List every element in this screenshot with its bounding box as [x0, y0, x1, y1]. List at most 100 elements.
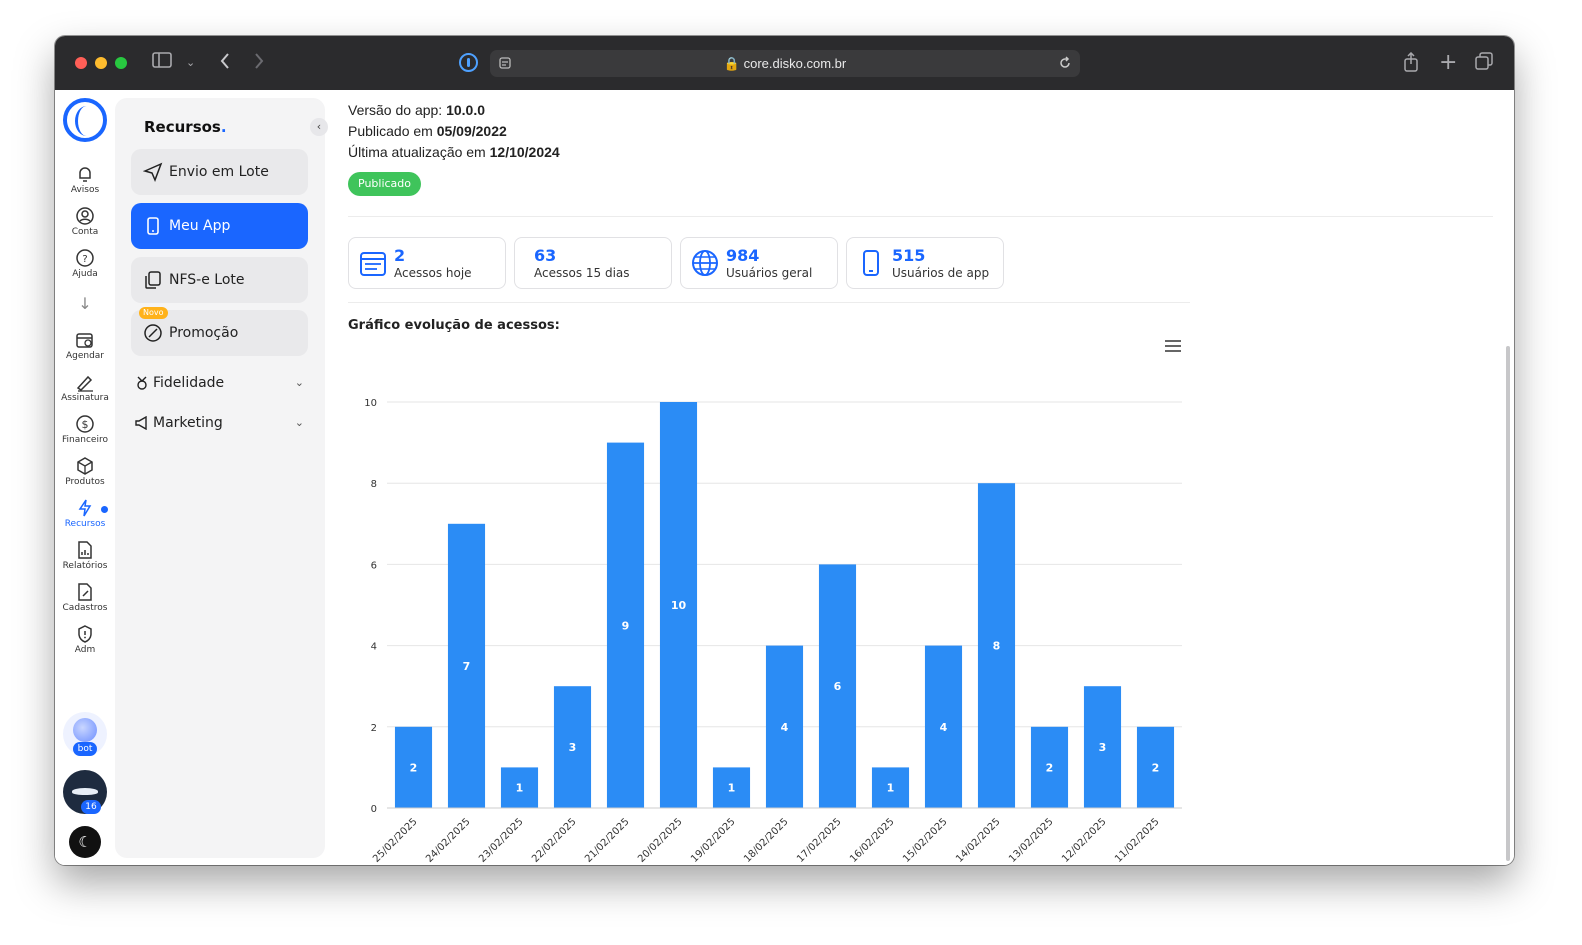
rail-item-conta[interactable]: Conta — [55, 206, 115, 237]
rail-item-cadastros[interactable]: Cadastros — [55, 582, 115, 613]
logo[interactable] — [63, 98, 107, 142]
lock-icon: 🔒 — [723, 56, 740, 71]
menu-item-meu-app[interactable]: Meu App — [131, 203, 308, 249]
rail-item-relatorios[interactable]: Relatórios — [55, 540, 115, 571]
dark-mode-toggle[interactable]: ☾ — [69, 826, 101, 858]
bar — [977, 483, 1016, 808]
rail-item-assinatura[interactable]: Assinatura — [55, 372, 115, 403]
y-tick-label: 10 — [364, 398, 377, 409]
avatar[interactable]: 16 — [63, 770, 107, 814]
published-date: Publicado em 05/09/2022 — [348, 123, 507, 139]
x-tick-label: 21/02/2025 — [583, 816, 632, 865]
bar — [712, 767, 751, 808]
active-indicator-dot — [101, 506, 108, 513]
stat-card-usuarios-de-app: 515 Usuários de app — [846, 237, 1004, 289]
divider — [348, 302, 1190, 303]
bar-data-label: 3 — [569, 741, 577, 754]
chart-menu-icon[interactable] — [1165, 340, 1181, 352]
megaphone-icon — [135, 416, 147, 430]
rail-item-produtos[interactable]: Produtos — [55, 456, 115, 487]
novo-badge: Novo — [139, 307, 168, 319]
bell-icon — [79, 167, 91, 182]
x-tick-label: 18/02/2025 — [742, 816, 791, 865]
svg-text:$: $ — [82, 418, 89, 431]
status-badge: Publicado — [348, 172, 422, 196]
bar-data-label: 6 — [834, 680, 842, 693]
menu-item-promocao[interactable]: Novo Promoção — [131, 307, 308, 356]
moon-icon: ☾ — [78, 833, 92, 851]
rail-item-agendar[interactable]: Agendar — [55, 330, 115, 361]
y-tick-label: 2 — [371, 723, 377, 734]
maximize-window-button[interactable] — [115, 57, 127, 69]
bar — [606, 442, 645, 808]
tag-icon — [144, 324, 162, 342]
x-tick-label: 11/02/2025 — [1113, 816, 1162, 865]
vertical-scrollbar[interactable] — [1506, 346, 1510, 861]
calendar-clock-icon — [76, 333, 93, 348]
rail-item-avisos[interactable]: Avisos — [55, 164, 115, 195]
phone-icon — [863, 250, 879, 276]
chevron-left-icon: ‹ — [316, 120, 322, 133]
browser-window: ⌄ 🔒 core.disko.com.br + — [55, 36, 1514, 865]
browser-titlebar: ⌄ 🔒 core.disko.com.br + — [55, 36, 1514, 90]
svg-text:?: ? — [82, 254, 87, 265]
rail-item-adm[interactable]: Adm — [55, 624, 115, 655]
menu-item-envio-em-lote[interactable]: Envio em Lote — [131, 149, 308, 195]
bar — [447, 523, 486, 808]
back-icon[interactable] — [219, 52, 231, 76]
close-window-button[interactable] — [75, 57, 87, 69]
bar-data-label: 8 — [993, 640, 1001, 653]
menu-group-marketing[interactable]: Marketing ⌄ — [135, 411, 310, 435]
bar-data-label: 10 — [671, 599, 687, 612]
bar-data-label: 4 — [781, 721, 789, 734]
box-icon — [77, 457, 93, 475]
page-settings-icon[interactable] — [498, 56, 512, 70]
rail-item-financeiro[interactable]: $ Financeiro — [55, 414, 115, 445]
chart-title: Gráfico evolução de acessos: — [348, 318, 560, 333]
menu-item-nfse-lote[interactable]: NFS-e Lote — [131, 257, 308, 303]
menu-group-fidelidade[interactable]: Fidelidade ⌄ — [135, 371, 310, 395]
medal-icon — [137, 376, 147, 390]
bar — [924, 645, 963, 808]
bar-data-label: 4 — [940, 721, 948, 734]
tabs-overview-icon[interactable] — [1475, 52, 1493, 76]
bar — [500, 767, 539, 808]
chevron-down-icon: ⌄ — [294, 376, 304, 389]
x-tick-label: 20/02/2025 — [636, 816, 685, 865]
arrow-down-icon[interactable]: ↓ — [78, 294, 92, 313]
bot-label: bot — [73, 742, 97, 756]
share-icon[interactable] — [1403, 51, 1419, 78]
bar-data-label: 1 — [728, 782, 736, 795]
report-icon — [78, 541, 92, 559]
chevron-down-icon: ⌄ — [294, 416, 304, 429]
forward-icon[interactable] — [253, 52, 265, 76]
y-tick-label: 8 — [371, 479, 377, 490]
bar — [659, 402, 698, 808]
collapse-menu-button[interactable]: ‹ — [310, 118, 328, 136]
x-tick-label: 15/02/2025 — [901, 816, 950, 865]
chevron-down-icon[interactable]: ⌄ — [186, 56, 196, 69]
dollar-circle-icon: $ — [76, 415, 94, 433]
new-tab-icon[interactable]: + — [1439, 50, 1458, 75]
bar-data-label: 1 — [887, 782, 895, 795]
notification-badge: 16 — [81, 800, 101, 814]
reload-icon[interactable] — [1058, 56, 1072, 70]
shield-icon — [78, 625, 92, 643]
rail-item-ajuda[interactable]: ? Ajuda — [55, 248, 115, 279]
updated-date: Última atualização em 12/10/2024 — [348, 144, 560, 160]
sidebar-toggle-icon[interactable] — [152, 52, 172, 74]
minimize-window-button[interactable] — [95, 57, 107, 69]
bar-data-label: 2 — [410, 761, 418, 774]
user-circle-icon — [76, 207, 94, 225]
address-bar[interactable]: 🔒 core.disko.com.br — [490, 50, 1080, 77]
x-tick-label: 24/02/2025 — [424, 816, 473, 865]
bot-button[interactable]: bot — [63, 712, 107, 756]
password-manager-icon[interactable] — [459, 53, 478, 72]
rail-item-recursos[interactable]: Recursos — [55, 498, 115, 529]
stat-card-acessos-hoje: 2 Acessos hoje — [348, 237, 506, 289]
signature-icon — [76, 375, 93, 392]
bar — [553, 686, 592, 808]
url-text: core.disko.com.br — [743, 56, 847, 71]
menu-title: Recursos. — [144, 118, 227, 136]
bar — [871, 767, 910, 808]
